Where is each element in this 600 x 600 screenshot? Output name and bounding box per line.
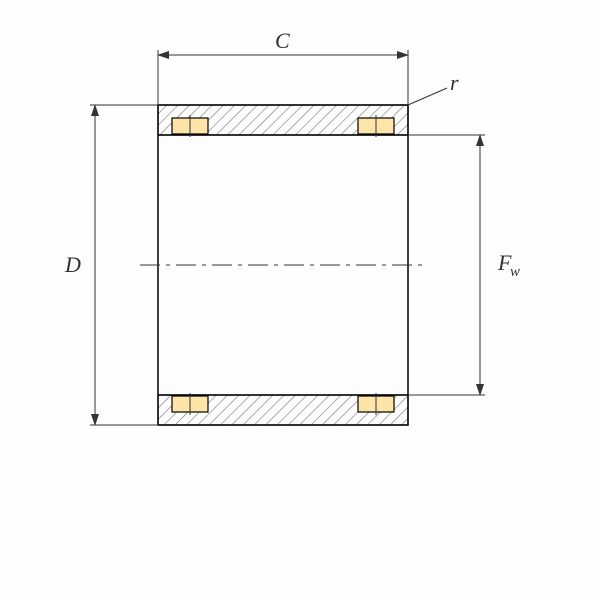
label-c: C	[275, 28, 290, 53]
label-fw-sub: w	[510, 264, 520, 280]
dimension-c: C	[158, 28, 408, 105]
label-r: r	[450, 70, 459, 95]
bearing-diagram: C D F w r	[0, 0, 600, 600]
label-d: D	[64, 252, 81, 277]
dimension-r: r	[408, 70, 459, 105]
dimension-fw: F w	[408, 135, 520, 395]
